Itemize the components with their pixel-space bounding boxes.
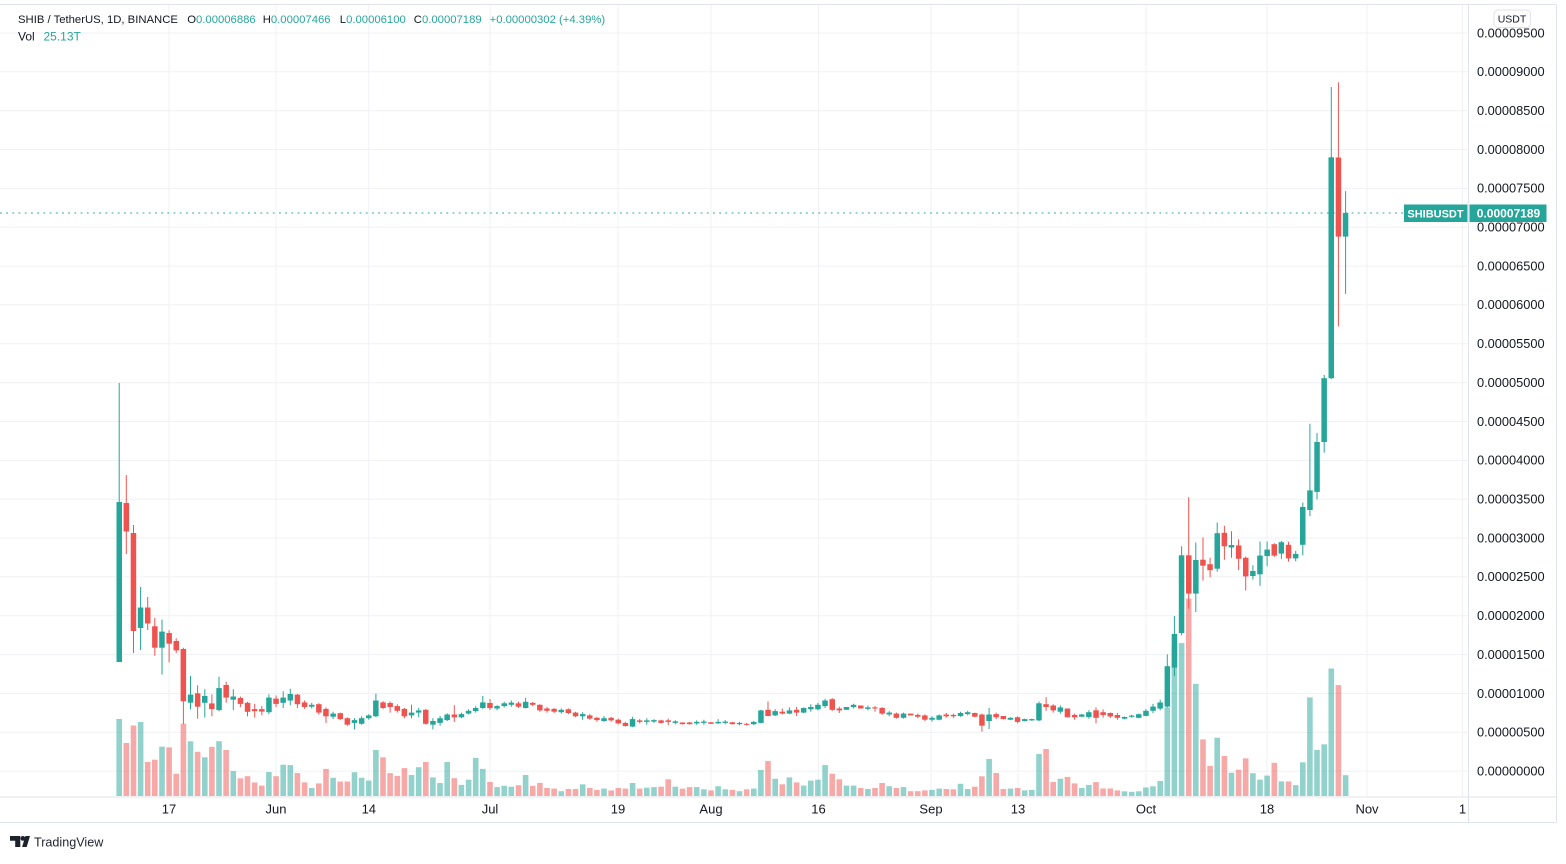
svg-text:0.00002500: 0.00002500 <box>1477 569 1545 584</box>
svg-text:0.00001000: 0.00001000 <box>1477 686 1545 701</box>
svg-text:0.00000000: 0.00000000 <box>1477 763 1545 778</box>
svg-text:0.00009500: 0.00009500 <box>1477 25 1545 40</box>
svg-text:25.13T: 25.13T <box>44 30 82 44</box>
svg-text:H0.00007466: H0.00007466 <box>263 14 331 26</box>
svg-text:0.00003500: 0.00003500 <box>1477 492 1545 507</box>
svg-text:Sep: Sep <box>919 802 942 817</box>
svg-text:+0.00000302 (+4.39%): +0.00000302 (+4.39%) <box>490 14 606 26</box>
svg-text:0.00004500: 0.00004500 <box>1477 414 1545 429</box>
svg-text:L0.00006100: L0.00006100 <box>340 14 406 26</box>
svg-text:1: 1 <box>1459 802 1466 817</box>
svg-text:Jul: Jul <box>482 802 499 817</box>
svg-text:0.00006500: 0.00006500 <box>1477 258 1545 273</box>
svg-text:SHIBUSDT: SHIBUSDT <box>1407 209 1464 221</box>
svg-text:0.00008500: 0.00008500 <box>1477 103 1545 118</box>
svg-text:0.00007500: 0.00007500 <box>1477 181 1545 196</box>
svg-text:0.00005500: 0.00005500 <box>1477 336 1545 351</box>
svg-text:0.00001500: 0.00001500 <box>1477 647 1545 662</box>
svg-text:13: 13 <box>1011 802 1025 817</box>
svg-text:0.00007000: 0.00007000 <box>1477 220 1545 235</box>
svg-text:0.00004000: 0.00004000 <box>1477 453 1545 468</box>
svg-text:C0.00007189: C0.00007189 <box>414 14 482 26</box>
svg-text:Aug: Aug <box>699 802 722 817</box>
svg-text:18: 18 <box>1260 802 1274 817</box>
svg-text:0.00002000: 0.00002000 <box>1477 608 1545 623</box>
svg-text:0.00000500: 0.00000500 <box>1477 725 1545 740</box>
svg-text:Nov: Nov <box>1355 802 1379 817</box>
svg-text:0.00005000: 0.00005000 <box>1477 375 1545 390</box>
svg-text:TradingView: TradingView <box>34 836 104 850</box>
svg-text:SHIB / TetherUS, 1D, BINANCE: SHIB / TetherUS, 1D, BINANCE <box>18 14 178 26</box>
svg-text:USDT: USDT <box>1498 14 1527 26</box>
svg-text:17: 17 <box>162 802 176 817</box>
svg-text:0.00003000: 0.00003000 <box>1477 530 1545 545</box>
svg-text:0.00008000: 0.00008000 <box>1477 142 1545 157</box>
svg-text:19: 19 <box>611 802 625 817</box>
svg-text:Vol: Vol <box>18 30 35 44</box>
svg-text:Oct: Oct <box>1136 802 1157 817</box>
svg-text:Jun: Jun <box>266 802 287 817</box>
svg-text:0.00007189: 0.00007189 <box>1477 207 1541 221</box>
svg-text:O0.00006886: O0.00006886 <box>187 14 255 26</box>
svg-text:16: 16 <box>811 802 825 817</box>
svg-text:0.00009000: 0.00009000 <box>1477 64 1545 79</box>
svg-text:0.00006000: 0.00006000 <box>1477 297 1545 312</box>
svg-text:14: 14 <box>362 802 376 817</box>
